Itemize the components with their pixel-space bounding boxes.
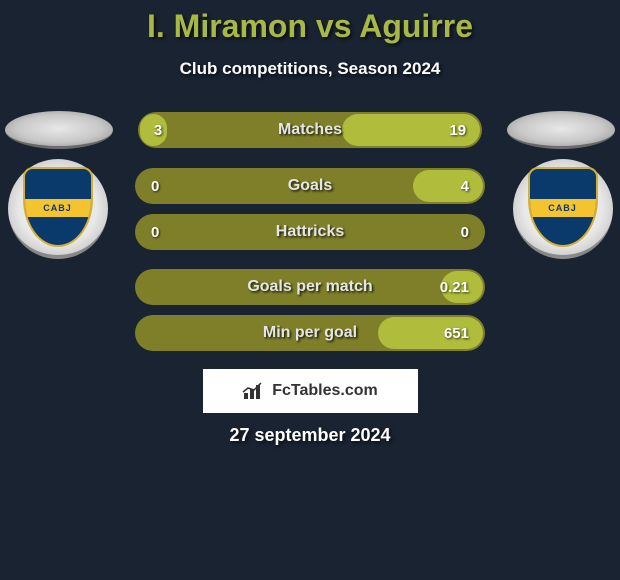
comparison-card: I. Miramon vs Aguirre Club competitions,… — [0, 0, 620, 446]
crest-bg: CABJ — [8, 159, 108, 259]
player-right-placeholder — [502, 111, 620, 149]
page-title: I. Miramon vs Aguirre — [0, 8, 620, 45]
crest-badge: CABJ — [23, 167, 93, 247]
middle-stats: 0 Goals 4 0 Hattricks 0 — [135, 168, 485, 250]
date-text: 27 september 2024 — [0, 425, 620, 446]
stat-value-right: 651 — [444, 325, 469, 342]
crest-right-wrap: CABJ — [505, 159, 620, 259]
stat-label: Hattricks — [276, 223, 344, 241]
player-left-placeholder — [0, 111, 118, 149]
mid-row: CABJ 0 Goals 4 0 Hattricks 0 — [0, 159, 620, 259]
crest-bg: CABJ — [513, 159, 613, 259]
stat-bar-goals: 0 Goals 4 — [135, 168, 485, 204]
watermark-text: FcTables.com — [272, 382, 378, 400]
stat-label: Matches — [278, 121, 342, 139]
chart-icon — [242, 381, 266, 401]
row-mpg: Min per goal 651 — [0, 315, 620, 351]
club-crest-left: CABJ — [8, 159, 108, 259]
avatar-ellipse-right — [507, 111, 615, 149]
crest-band-text: CABJ — [25, 199, 91, 217]
stat-bar-hattricks: 0 Hattricks 0 — [135, 214, 485, 250]
top-row: 3 Matches 19 — [0, 111, 620, 149]
stat-value-right: 0.21 — [440, 279, 469, 296]
stat-value-right: 19 — [449, 122, 466, 139]
row-gpm: Goals per match 0.21 — [0, 269, 620, 305]
stat-bar-gpm: Goals per match 0.21 — [135, 269, 485, 305]
crest-band-text: CABJ — [530, 199, 596, 217]
crest-shield: CABJ — [528, 167, 598, 247]
stat-bar-matches: 3 Matches 19 — [138, 112, 482, 148]
stat-label: Min per goal — [263, 324, 357, 342]
crest-shield: CABJ — [23, 167, 93, 247]
stat-label: Goals — [288, 177, 332, 195]
stat-value-left: 0 — [151, 178, 159, 195]
stat-value-left: 0 — [151, 224, 159, 241]
stat-value-left: 3 — [154, 122, 162, 139]
subtitle: Club competitions, Season 2024 — [0, 59, 620, 79]
stat-fill-right — [413, 170, 483, 202]
stat-value-right: 4 — [461, 178, 469, 195]
stat-label: Goals per match — [247, 278, 372, 296]
watermark[interactable]: FcTables.com — [203, 369, 418, 413]
stat-value-right: 0 — [461, 224, 469, 241]
avatar-ellipse-left — [5, 111, 113, 149]
club-crest-right: CABJ — [513, 159, 613, 259]
crest-badge: CABJ — [528, 167, 598, 247]
stat-bar-mpg: Min per goal 651 — [135, 315, 485, 351]
crest-left-wrap: CABJ — [0, 159, 115, 259]
